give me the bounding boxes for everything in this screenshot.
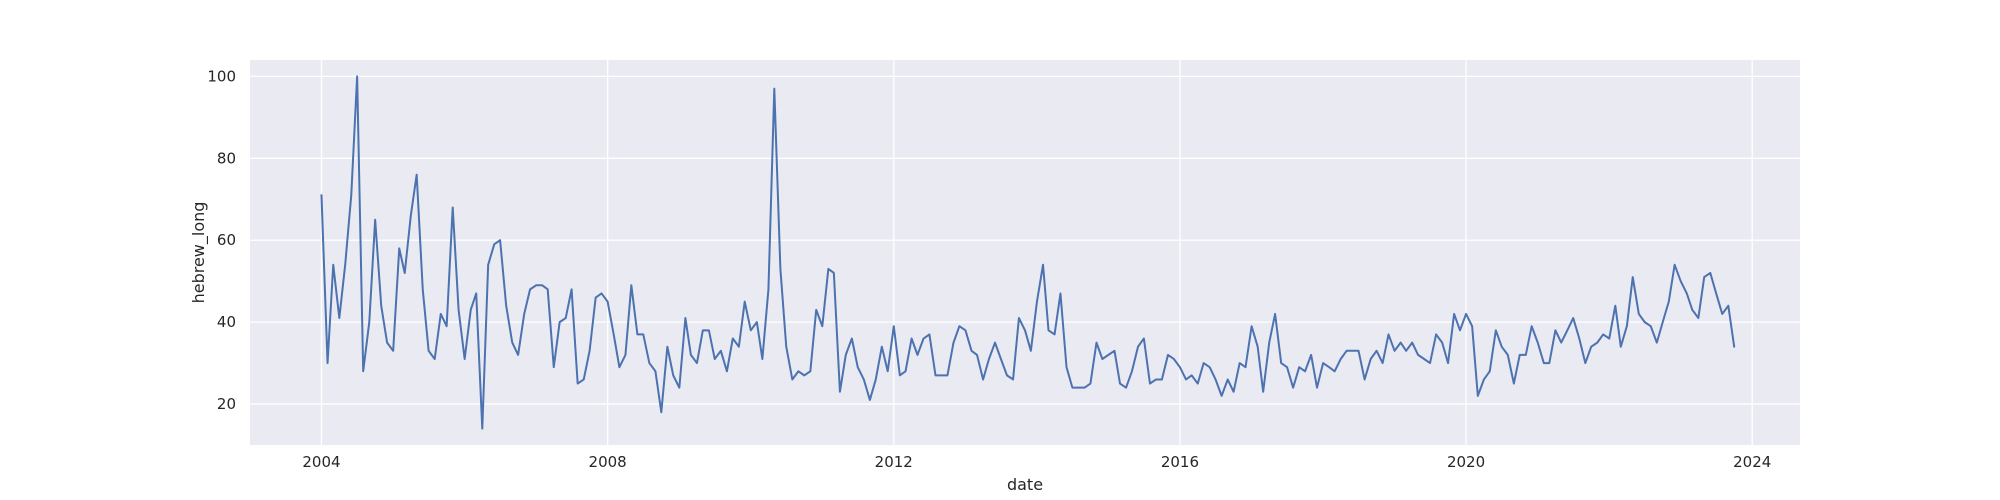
- y-tick-label: 100: [207, 67, 236, 85]
- y-tick-label: 20: [217, 395, 236, 413]
- y-tick-label: 80: [217, 149, 236, 167]
- x-tick-labels: 2004 2008 2012 2016 2020 2024: [302, 453, 1771, 471]
- x-tick-label: 2008: [589, 453, 627, 471]
- x-tick-label: 2024: [1733, 453, 1771, 471]
- series-group: [320, 75, 1736, 430]
- y-tick-labels: 20 40 60 80 100: [207, 67, 236, 413]
- x-tick-label: 2016: [1161, 453, 1199, 471]
- plot-background: [250, 60, 1800, 445]
- x-tick-label: 2012: [875, 453, 913, 471]
- y-tick-label: 40: [217, 313, 236, 331]
- y-axis-title: hebrew_long: [189, 202, 209, 304]
- series-line: [320, 75, 1736, 430]
- x-axis-title: date: [1007, 475, 1043, 494]
- x-tick-label: 2020: [1447, 453, 1485, 471]
- y-tick-label: 60: [217, 231, 236, 249]
- x-tick-label: 2004: [302, 453, 340, 471]
